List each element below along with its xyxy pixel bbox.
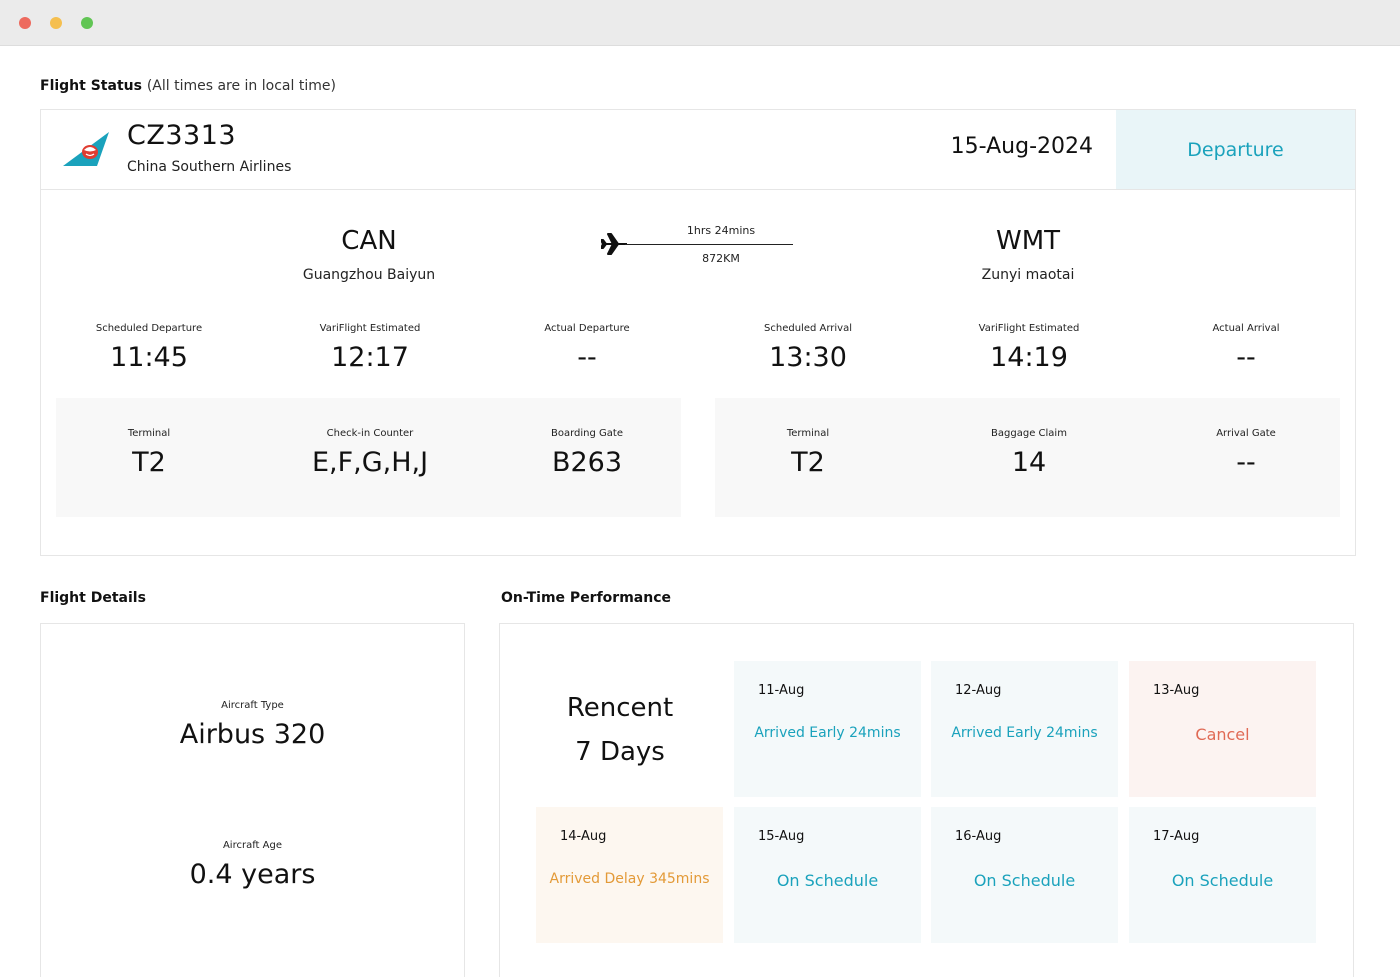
flight-distance: 872KM	[702, 252, 740, 265]
performance-day-tile[interactable]: 14-Aug Arrived Delay 345mins	[536, 807, 723, 943]
window-close-button[interactable]	[19, 17, 31, 29]
day-status: Cancel	[1195, 725, 1250, 744]
on-time-performance-title: On-Time Performance	[501, 590, 671, 606]
arrival-info-panel: Terminal T2 Baggage Claim 14 Arrival Gat…	[715, 398, 1340, 517]
day-date: 17-Aug	[1153, 829, 1200, 844]
day-date: 13-Aug	[1153, 683, 1200, 698]
time-label: VariFlight Estimated	[978, 323, 1080, 334]
airplane-icon	[601, 233, 627, 255]
arrival-gate: Arrival Gate --	[1146, 428, 1346, 478]
time-value: --	[577, 342, 597, 373]
info-label: Baggage Claim	[991, 428, 1067, 439]
performance-period-line2: 7 Days	[575, 737, 665, 767]
on-time-performance-card: Rencent 7 Days 11-Aug Arrived Early 24mi…	[499, 623, 1354, 977]
day-date: 11-Aug	[758, 683, 805, 698]
day-status: Arrived Early 24mins	[951, 725, 1098, 741]
performance-day-tile[interactable]: 17-Aug On Schedule	[1129, 807, 1316, 943]
window-maximize-button[interactable]	[81, 17, 93, 29]
time-label: VariFlight Estimated	[319, 323, 421, 334]
flight-duration: 1hrs 24mins	[686, 224, 756, 237]
time-label: Actual Departure	[544, 323, 630, 334]
day-status: Arrived Delay 345mins	[549, 871, 710, 887]
scheduled-arrival: Scheduled Arrival 13:30	[708, 323, 908, 373]
estimated-arrival: VariFlight Estimated 14:19	[929, 323, 1129, 373]
flight-date: 15-Aug-2024	[950, 134, 1093, 159]
local-time-note: (All times are in local time)	[146, 78, 336, 94]
time-label: Actual Arrival	[1212, 323, 1280, 334]
window-titlebar	[0, 0, 1400, 46]
estimated-departure: VariFlight Estimated 12:17	[270, 323, 470, 373]
boarding-gate: Boarding Gate B263	[487, 428, 687, 478]
detail-value: Airbus 320	[179, 719, 326, 750]
performance-day-tile[interactable]: 11-Aug Arrived Early 24mins	[734, 661, 921, 797]
time-value: 13:30	[769, 342, 847, 373]
performance-day-tile[interactable]: 12-Aug Arrived Early 24mins	[931, 661, 1118, 797]
day-status: On Schedule	[1171, 871, 1274, 890]
tab-departure-label: Departure	[1187, 138, 1284, 161]
aircraft-type: Aircraft Type Airbus 320	[41, 700, 464, 750]
destination-code: WMT	[995, 226, 1061, 256]
detail-label: Aircraft Type	[221, 700, 284, 711]
day-date: 14-Aug	[560, 829, 607, 844]
time-value: --	[1236, 342, 1256, 373]
origin-code: CAN	[341, 226, 397, 256]
flight-status-title: Flight Status	[40, 78, 142, 94]
flight-status-heading: Flight Status (All times are in local ti…	[40, 78, 336, 94]
performance-day-tile[interactable]: 15-Aug On Schedule	[734, 807, 921, 943]
baggage-claim: Baggage Claim 14	[929, 428, 1129, 478]
info-value: T2	[791, 447, 825, 478]
airline-name: China Southern Airlines	[127, 159, 292, 175]
detail-value: 0.4 years	[189, 859, 316, 890]
flight-status-card: CZ3313 China Southern Airlines 15-Aug-20…	[40, 109, 1356, 556]
flight-status-header: CZ3313 China Southern Airlines 15-Aug-20…	[41, 110, 1355, 190]
aircraft-age: Aircraft Age 0.4 years	[41, 840, 464, 890]
info-label: Terminal	[127, 428, 171, 439]
info-value: --	[1236, 447, 1256, 478]
time-value: 12:17	[331, 342, 409, 373]
day-date: 16-Aug	[955, 829, 1002, 844]
performance-period: Rencent 7 Days	[540, 686, 700, 774]
day-status: On Schedule	[776, 871, 879, 890]
actual-departure: Actual Departure --	[487, 323, 687, 373]
check-in-counter: Check-in Counter E,F,G,H,J	[270, 428, 470, 478]
window-minimize-button[interactable]	[50, 17, 62, 29]
day-status: On Schedule	[973, 871, 1076, 890]
departure-info-panel: Terminal T2 Check-in Counter E,F,G,H,J B…	[56, 398, 681, 517]
airline-logo-icon	[63, 132, 109, 166]
origin-name: Guangzhou Baiyun	[302, 267, 436, 283]
destination-name: Zunyi maotai	[981, 267, 1075, 283]
flight-details-card: Aircraft Type Airbus 320 Aircraft Age 0.…	[40, 623, 465, 977]
day-status: Arrived Early 24mins	[754, 725, 901, 741]
info-label: Check-in Counter	[326, 428, 414, 439]
performance-period-line1: Rencent	[566, 693, 674, 723]
performance-day-tile[interactable]: 13-Aug Cancel	[1129, 661, 1316, 797]
departure-terminal: Terminal T2	[49, 428, 249, 478]
time-label: Scheduled Arrival	[764, 323, 852, 334]
info-value: E,F,G,H,J	[311, 447, 429, 478]
info-value: T2	[132, 447, 166, 478]
info-label: Boarding Gate	[551, 428, 623, 439]
route-summary: 1hrs 24mins 872KM	[601, 222, 801, 270]
info-label: Terminal	[786, 428, 830, 439]
tab-departure[interactable]: Departure	[1116, 110, 1355, 189]
time-value: 14:19	[990, 342, 1068, 373]
info-label: Arrival Gate	[1216, 428, 1276, 439]
flight-details-title: Flight Details	[40, 590, 146, 606]
time-label: Scheduled Departure	[95, 323, 203, 334]
info-value: 14	[1011, 447, 1047, 478]
route-line	[625, 244, 793, 245]
info-value: B263	[551, 447, 623, 478]
day-date: 12-Aug	[955, 683, 1002, 698]
flight-number: CZ3313	[127, 120, 237, 151]
scheduled-departure: Scheduled Departure 11:45	[49, 323, 249, 373]
time-value: 11:45	[110, 342, 188, 373]
performance-day-tile[interactable]: 16-Aug On Schedule	[931, 807, 1118, 943]
actual-arrival: Actual Arrival --	[1146, 323, 1346, 373]
day-date: 15-Aug	[758, 829, 805, 844]
detail-label: Aircraft Age	[222, 840, 283, 851]
arrival-terminal: Terminal T2	[708, 428, 908, 478]
